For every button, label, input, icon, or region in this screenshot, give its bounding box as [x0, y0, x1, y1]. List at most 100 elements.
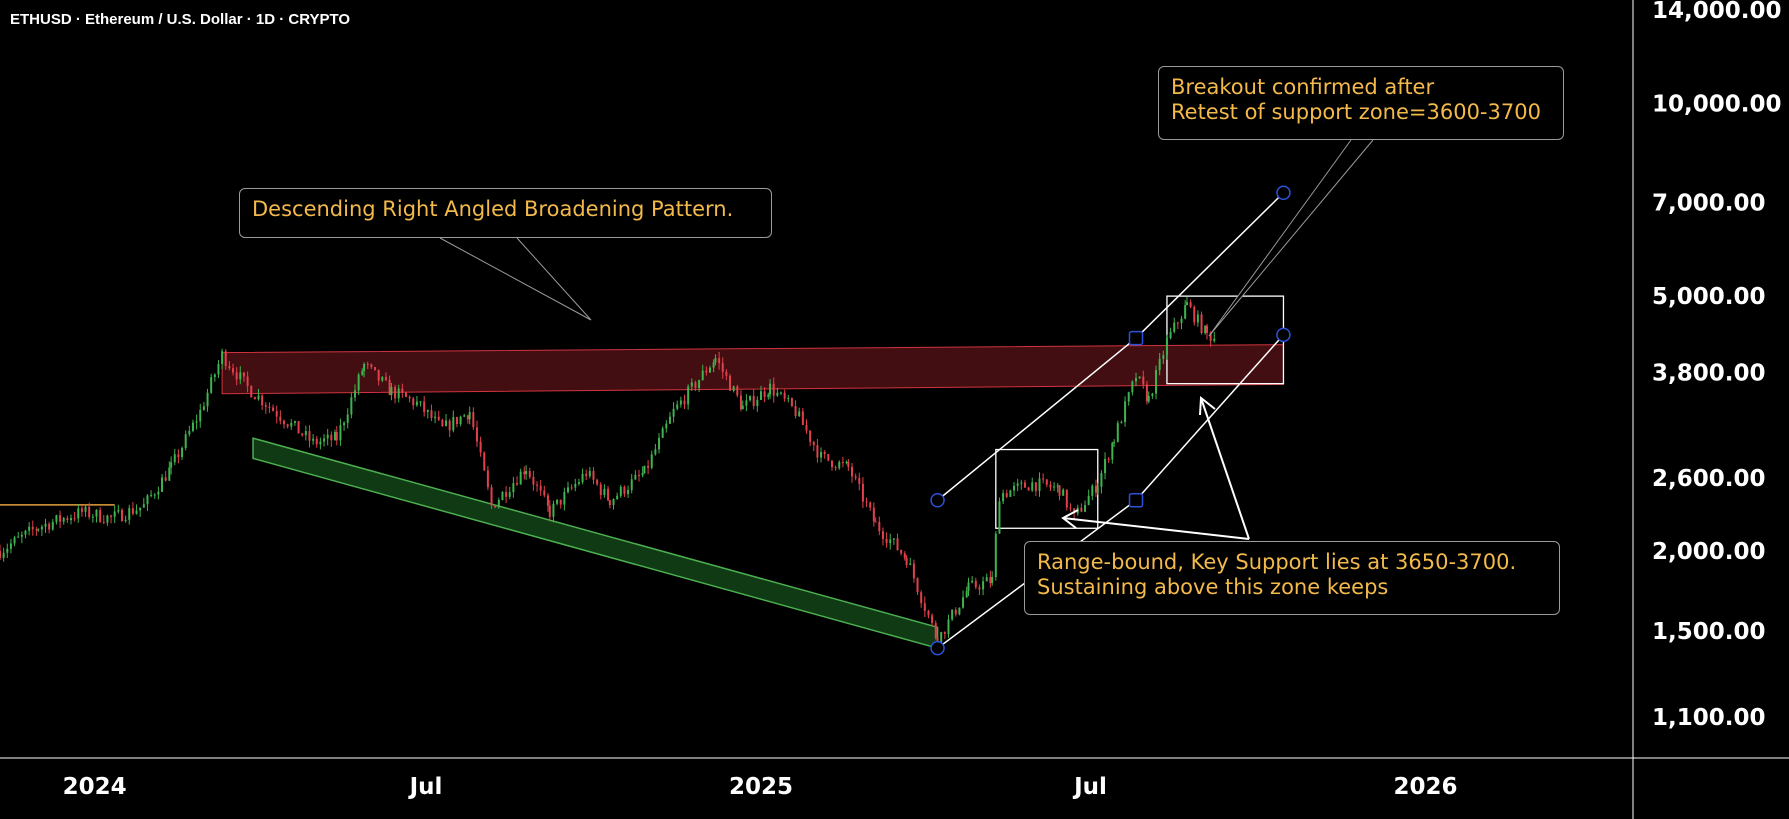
- candle: [202, 401, 205, 411]
- candle: [304, 425, 307, 441]
- candle-body: [974, 580, 977, 588]
- candle-body: [191, 422, 194, 431]
- candle-body: [264, 405, 267, 407]
- candle: [687, 384, 690, 410]
- candle-body: [213, 374, 216, 378]
- candle-body: [1023, 482, 1026, 488]
- candle: [2, 547, 5, 562]
- candle: [548, 499, 551, 522]
- pattern-callout[interactable]: Descending Right Angled Broadening Patte…: [239, 188, 772, 238]
- breakout-callout[interactable]: Breakout confirmed after Retest of suppo…: [1158, 66, 1564, 140]
- candle: [769, 379, 772, 400]
- candle: [805, 419, 808, 434]
- candle-body: [1027, 487, 1030, 491]
- candle-body: [1038, 478, 1041, 492]
- candle: [634, 470, 637, 481]
- candle-body: [599, 484, 602, 496]
- candle: [714, 354, 717, 366]
- candle: [293, 420, 296, 426]
- candle: [889, 533, 892, 550]
- candle-body: [430, 410, 433, 419]
- candle-body: [20, 534, 23, 537]
- candle-body: [823, 452, 826, 455]
- candle-body: [161, 477, 164, 492]
- candle-body: [1135, 378, 1137, 382]
- candle: [721, 357, 724, 379]
- candle-body: [516, 483, 519, 485]
- candle-body: [729, 375, 732, 391]
- candle: [581, 468, 584, 485]
- candle: [705, 366, 708, 376]
- candle: [350, 392, 353, 419]
- candle-body: [1053, 486, 1056, 488]
- candle: [971, 576, 974, 584]
- candle-body: [377, 369, 380, 381]
- candle-body: [994, 533, 997, 577]
- candle-body: [239, 372, 242, 380]
- candle-body: [1084, 505, 1087, 512]
- candle-body: [834, 467, 837, 469]
- candle: [479, 436, 482, 457]
- candle: [1020, 479, 1023, 490]
- candle: [95, 509, 98, 523]
- candle: [279, 410, 282, 425]
- candle: [430, 404, 433, 422]
- candle-body: [397, 388, 400, 399]
- candle: [905, 555, 908, 568]
- candle: [1169, 327, 1172, 340]
- range-callout[interactable]: Range-bound, Key Support lies at 3650-37…: [1024, 541, 1560, 615]
- candle: [272, 404, 275, 412]
- candle-body: [445, 420, 448, 427]
- candle: [574, 478, 577, 492]
- candle: [1145, 380, 1148, 405]
- candle: [985, 573, 988, 582]
- candle: [1151, 392, 1154, 399]
- candle: [139, 507, 142, 517]
- candle-body: [261, 395, 264, 406]
- candle-body: [475, 427, 478, 442]
- candle: [157, 486, 160, 500]
- candle: [812, 440, 815, 452]
- candle: [463, 413, 466, 418]
- candle: [1185, 296, 1188, 306]
- candle: [1002, 489, 1005, 505]
- candle: [763, 387, 766, 403]
- candle: [725, 369, 728, 381]
- candle-body: [333, 432, 336, 441]
- candle: [290, 419, 293, 430]
- candle: [283, 419, 285, 429]
- candle-body: [546, 495, 549, 506]
- candle-body: [718, 358, 721, 364]
- candle-body: [982, 581, 985, 590]
- candle: [934, 620, 937, 640]
- candle-body: [242, 372, 245, 377]
- candle: [885, 532, 888, 548]
- candle-body: [912, 563, 915, 579]
- candle-body: [1120, 422, 1123, 424]
- candle-body: [934, 623, 937, 639]
- candle: [658, 433, 661, 454]
- candle: [1113, 439, 1116, 447]
- candle-body: [570, 487, 573, 489]
- candle-body: [110, 515, 113, 517]
- candle: [701, 364, 704, 381]
- candle: [448, 418, 451, 437]
- candle-body: [177, 454, 180, 458]
- candle-body: [668, 416, 671, 424]
- candle-body: [419, 401, 422, 403]
- candle: [319, 437, 322, 450]
- candle: [845, 460, 848, 465]
- candle-body: [958, 607, 961, 615]
- candle-body: [1169, 331, 1172, 339]
- candle-body: [459, 416, 462, 425]
- candle: [1158, 352, 1161, 376]
- candle-body: [343, 422, 346, 426]
- candle: [1031, 477, 1034, 492]
- candle-body: [113, 511, 116, 517]
- candle: [630, 473, 633, 494]
- candle-body: [202, 406, 205, 410]
- candle: [854, 473, 857, 481]
- candle-body: [616, 495, 619, 500]
- candle: [585, 469, 588, 480]
- candle-body: [627, 489, 630, 494]
